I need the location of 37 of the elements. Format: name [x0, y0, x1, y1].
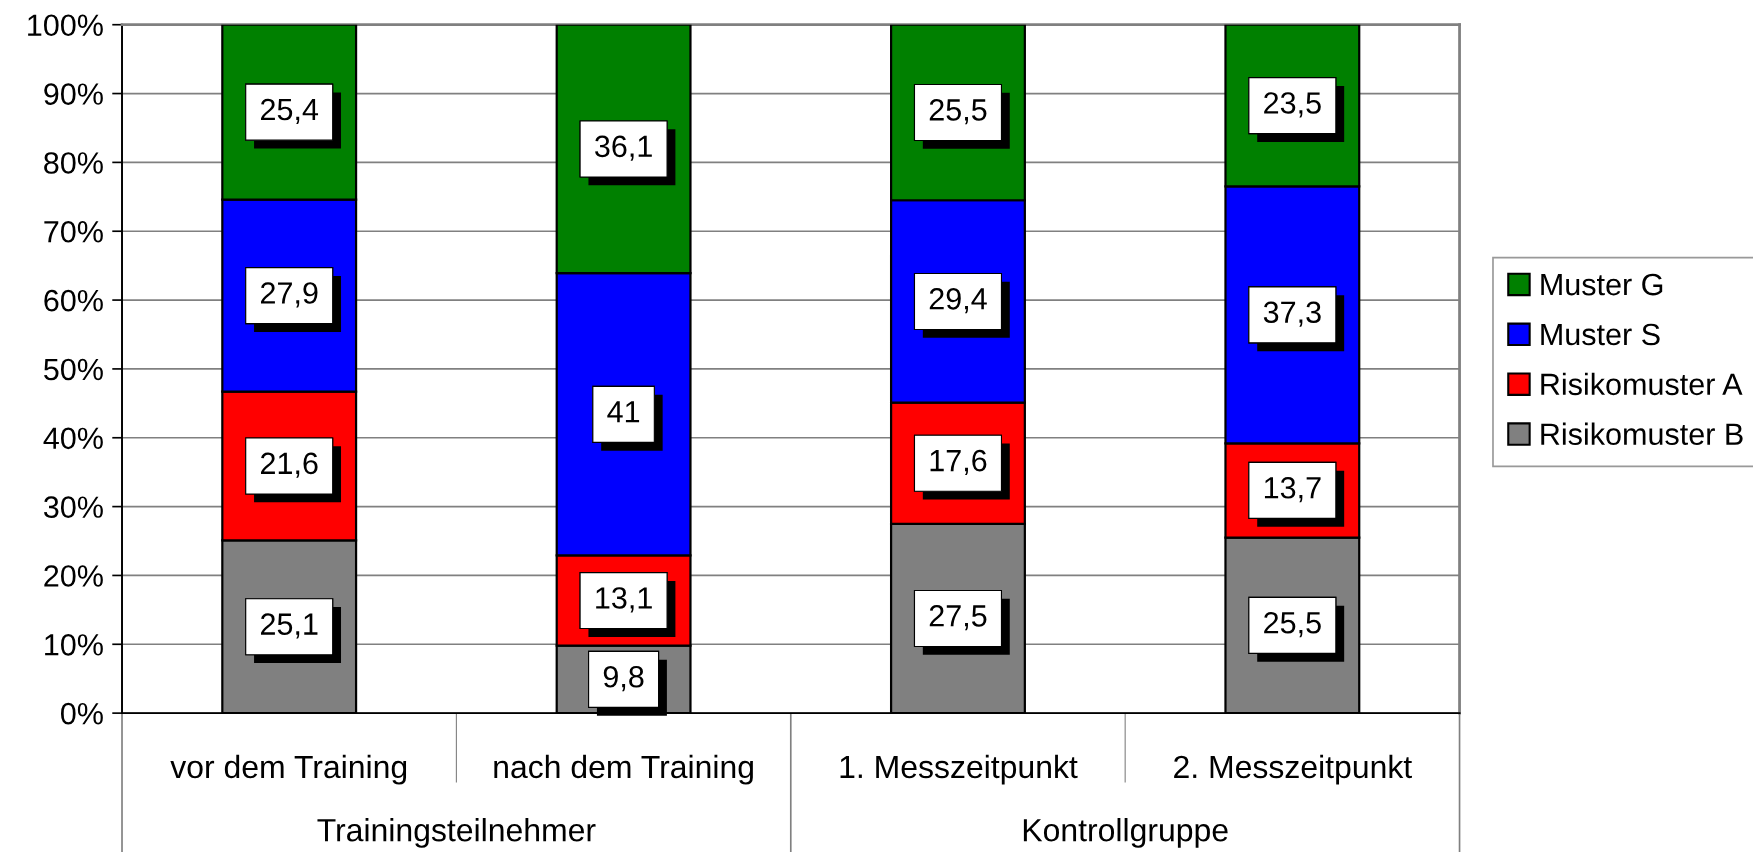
data-label: 25,5: [1264, 611, 1321, 638]
y-tick-label: 100%: [28, 14, 103, 37]
data-label: 25,5: [929, 99, 987, 125]
data-label: 13,1: [596, 587, 652, 613]
x-tick-label: nach dem Training: [494, 754, 753, 785]
data-label: 13,7: [1264, 476, 1321, 503]
y-tick-label: 90%: [44, 83, 103, 105]
y-tick-label: 50%: [44, 358, 103, 381]
data-label: 9,8: [603, 665, 644, 692]
y-tick-label: 60%: [44, 289, 103, 312]
x-tick-label: 2. Messzeitpunkt: [1174, 754, 1412, 785]
y-tick-label: 0%: [60, 702, 103, 725]
legend-label: Risikomuster A: [1541, 372, 1743, 396]
legend-label: Muster S: [1541, 323, 1660, 346]
data-label: 21,6: [261, 452, 318, 478]
legend-label: Muster G: [1541, 273, 1663, 296]
data-label: 27,9: [261, 282, 318, 308]
y-tick-label: 70%: [44, 220, 103, 243]
data-label: 17,6: [930, 449, 987, 476]
data-label: 27,5: [929, 605, 987, 631]
x-tick-label: 1. Messzeitpunkt: [840, 754, 1078, 785]
data-label: 36,1: [595, 135, 652, 161]
text: Kontrollgruppe: [1023, 818, 1228, 848]
data-label: 23,5: [1264, 92, 1321, 118]
y-tick-label: 10%: [45, 634, 103, 656]
data-label: 25,1: [261, 613, 318, 639]
data-label: 37,3: [1263, 301, 1321, 327]
y-tick-label: 20%: [44, 565, 103, 587]
y-tick-label: 40%: [43, 427, 103, 450]
text: Trainingsteilnehmer: [317, 818, 596, 848]
data-label: 25,4: [261, 98, 319, 124]
y-tick-label: 30%: [43, 496, 103, 518]
data-label: 41: [607, 401, 640, 423]
x-tick-label: vor dem Training: [170, 754, 407, 785]
y-tick-label: 80%: [44, 152, 103, 174]
legend-label: Risikomuster B: [1541, 422, 1743, 446]
data-label: 29,4: [929, 288, 987, 314]
